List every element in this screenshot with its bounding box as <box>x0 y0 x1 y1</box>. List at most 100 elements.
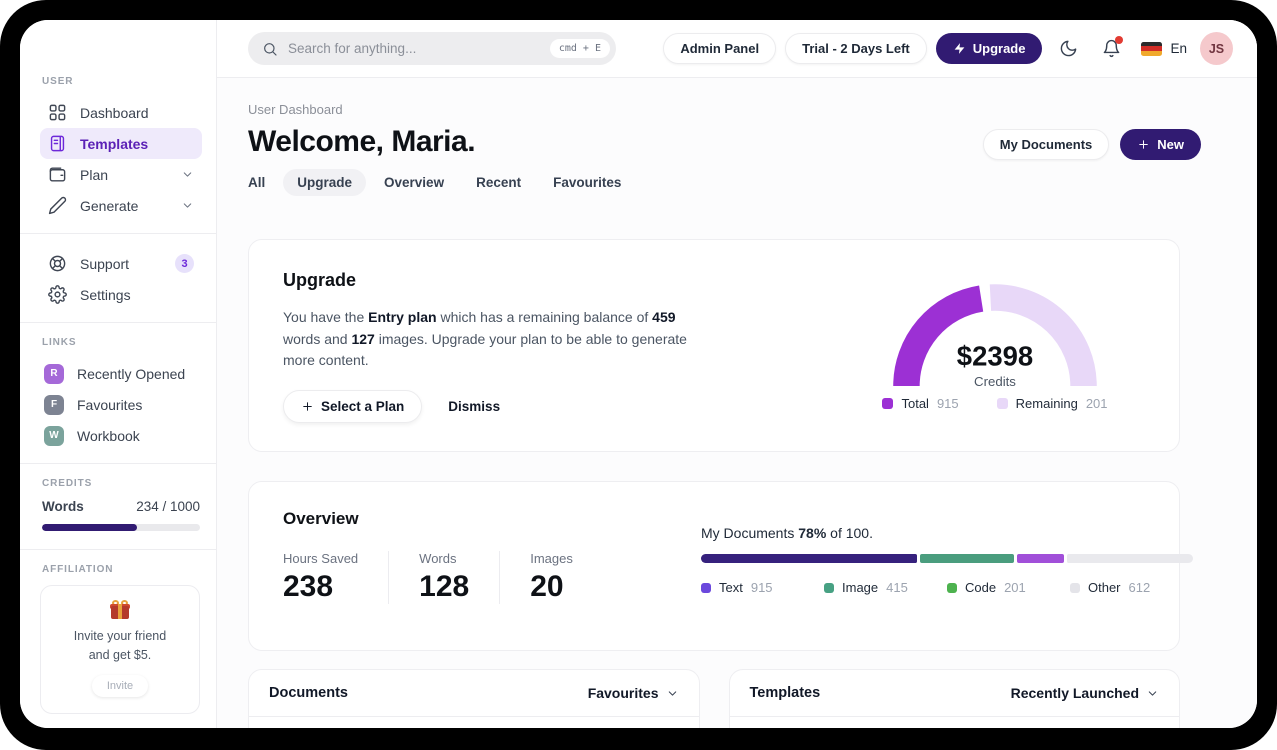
breadcrumb: User Dashboard <box>248 102 343 117</box>
upgrade-card-body: You have the Entry plan which has a rema… <box>283 309 687 369</box>
documents-progress-label: My Documents 78% of 100. <box>701 525 873 542</box>
templates-card-title: Templates <box>749 685 821 702</box>
user-avatar[interactable]: JS <box>1200 32 1233 65</box>
template-row[interactable]: Blog Post Title in Workbook <box>730 717 1180 728</box>
chevron-down-icon <box>1148 690 1157 696</box>
tab-upgrade[interactable]: Upgrade <box>283 169 367 196</box>
admin-panel-button[interactable]: Admin Panel <box>663 33 777 64</box>
german-flag-icon <box>1141 41 1163 56</box>
bar-segment-code <box>1016 554 1064 564</box>
new-button-label: New <box>1157 137 1184 152</box>
divider <box>20 233 216 234</box>
credits-progress-bar <box>42 524 200 531</box>
divider <box>20 322 216 323</box>
pencil-icon <box>48 196 67 215</box>
legend-item-total: Total 915 <box>882 396 959 411</box>
documents-filter-dropdown[interactable]: Favourites <box>588 685 679 701</box>
sidebar-item-label: Generate <box>80 197 139 214</box>
search-shortcut-badge: cmd + E <box>549 39 610 58</box>
chevron-down-icon <box>183 172 192 177</box>
select-plan-label: Select a Plan <box>321 399 405 415</box>
legend-swatch <box>882 398 894 409</box>
gauge-segment-total <box>893 285 984 387</box>
gauge-legend: Total 915 Remaining 201 <box>882 396 1108 411</box>
select-plan-button[interactable]: Select a Plan <box>283 390 423 424</box>
overview-card-title: Overview <box>283 509 359 529</box>
sidebar-item-settings[interactable]: Settings <box>40 279 202 310</box>
tab-favourites[interactable]: Favourites <box>553 175 622 190</box>
legend-item-remaining: Remaining 201 <box>996 396 1108 411</box>
overview-card: Overview Hours Saved 238 Words 128 Image… <box>248 481 1193 652</box>
lifebuoy-icon <box>49 255 66 272</box>
legend-swatch <box>947 582 957 593</box>
tab-all[interactable]: All <box>248 175 266 190</box>
sidebar-item-label: Dashboard <box>80 104 149 121</box>
gauge-amount: $2398 <box>957 341 1033 372</box>
upgrade-button[interactable]: Upgrade <box>935 33 1043 64</box>
new-button[interactable]: New <box>1120 129 1201 160</box>
legend-swatch <box>996 398 1008 409</box>
sidebar-item-plan[interactable]: Plan <box>40 159 202 190</box>
search-input[interactable] <box>278 41 550 56</box>
tabs: All Upgrade Overview Recent Favourites <box>248 169 1180 196</box>
legend-item-other: Other 612 <box>1070 580 1193 595</box>
tab-overview[interactable]: Overview <box>384 175 445 190</box>
documents-card-title: Documents <box>269 685 348 702</box>
chevron-down-icon <box>668 690 676 696</box>
sidebar-item-label: Plan <box>80 166 109 183</box>
legend-swatch <box>824 582 834 593</box>
gauge-segment-remaining <box>989 284 1097 387</box>
sidebar-section-credits: CREDITS <box>42 478 93 489</box>
sidebar-item-dashboard[interactable]: Dashboard <box>40 97 202 128</box>
stat-words: Words 128 <box>388 551 499 605</box>
sidebar-link-workbook[interactable]: W Workbook <box>40 420 202 451</box>
language-selector[interactable]: En <box>1141 41 1187 56</box>
my-documents-button[interactable]: My Documents <box>982 129 1110 160</box>
sidebar-item-generate[interactable]: Generate <box>40 190 202 221</box>
sidebar-link-label: Workbook <box>77 427 140 444</box>
templates-filter-dropdown[interactable]: Recently Launched <box>1011 685 1159 701</box>
sidebar-link-recently-opened[interactable]: R Recently Opened <box>40 358 202 389</box>
dismiss-button[interactable]: Dismiss <box>448 399 501 415</box>
gift-icon <box>110 600 130 619</box>
sidebar-item-label: Settings <box>80 286 131 303</box>
documents-legend: Text 915 Image 415 Code 201 <box>701 580 1193 595</box>
tab-recent[interactable]: Recent <box>476 175 522 190</box>
legend-item-code: Code 201 <box>947 580 1070 595</box>
main-area: cmd + E Admin Panel Trial - 2 Days Left … <box>217 20 1257 728</box>
notifications-button[interactable] <box>1094 32 1128 66</box>
overview-stats: Hours Saved 238 Words 128 Images 20 <box>283 551 673 605</box>
bar-segment-other <box>1066 554 1193 564</box>
invite-button[interactable]: Invite <box>91 674 149 697</box>
bar-segment-text <box>701 554 918 564</box>
support-count-badge: 3 <box>175 254 194 273</box>
sidebar-item-support[interactable]: Support 3 <box>40 248 202 279</box>
sidebar-item-templates[interactable]: Templates <box>40 128 202 159</box>
search-icon <box>264 42 277 56</box>
content: User Dashboard Welcome, Maria. All Upgra… <box>217 78 1257 728</box>
templates-icon <box>50 135 65 152</box>
chevron-down-icon <box>183 203 192 208</box>
sidebar-section-affiliation: AFFILIATION <box>42 564 114 575</box>
documents-card: Documents Favourites Untitled Document i… <box>248 669 700 728</box>
document-row[interactable]: Untitled Document in Workbook <box>249 717 699 728</box>
sidebar-link-label: Favourites <box>77 396 143 413</box>
upgrade-button-label: Upgrade <box>972 41 1026 56</box>
legend-item-text: Text 915 <box>701 580 824 595</box>
sidebar-section-user: USER <box>42 76 74 87</box>
sidebar-link-favourites[interactable]: F Favourites <box>40 389 202 420</box>
stat-images: Images 20 <box>499 551 603 605</box>
legend-item-image: Image 415 <box>824 580 947 595</box>
divider <box>20 549 216 550</box>
search-bar[interactable]: cmd + E <box>248 32 616 65</box>
sidebar-item-label: Templates <box>80 135 149 152</box>
credits-value: 234 / 1000 <box>136 499 200 514</box>
affiliation-text-line1: Invite your friend <box>73 629 167 643</box>
trial-button[interactable]: Trial - 2 Days Left <box>785 33 927 64</box>
link-badge: F <box>44 394 64 415</box>
stat-hours-saved: Hours Saved 238 <box>283 551 359 604</box>
topbar: cmd + E Admin Panel Trial - 2 Days Left … <box>217 20 1257 78</box>
upgrade-card: Upgrade You have the Entry plan which ha… <box>248 239 1180 453</box>
plus-icon <box>303 402 312 411</box>
theme-toggle-button[interactable] <box>1051 32 1085 66</box>
